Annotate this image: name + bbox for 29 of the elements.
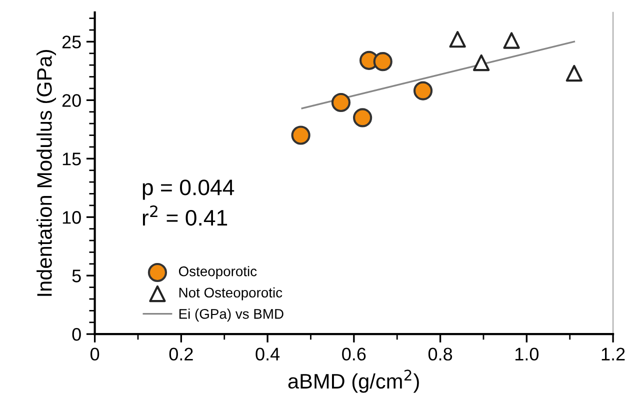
y-tick-label: 5	[72, 270, 81, 282]
x-tick-label: 1.2	[602, 348, 625, 360]
point	[449, 31, 466, 48]
annotation: r$^{2}$ = 0.41	[142, 205, 228, 226]
y-tick-label: 15	[62, 152, 81, 166]
point	[413, 81, 433, 100]
point	[373, 52, 392, 72]
y-tick-label: 0	[72, 328, 81, 341]
point	[353, 108, 372, 128]
point	[291, 126, 310, 145]
x-tick-label: 0.6	[342, 348, 366, 361]
point	[566, 64, 582, 82]
annotation: p = 0.044	[142, 180, 234, 200]
y-tick-label: 25	[62, 36, 81, 48]
x-tick-label: 0.4	[256, 348, 280, 361]
point	[331, 92, 351, 112]
legend-label: Not Osteoporotic	[179, 287, 282, 300]
y-tick-label: 20	[62, 94, 81, 107]
point	[503, 32, 520, 49]
y-axis-title: Indentation Modulus (GPa)	[36, 50, 56, 296]
legend-label: Osteoporotic	[178, 266, 257, 280]
point	[472, 54, 490, 72]
legend-label: Ei (GPa) vs BMD	[179, 308, 284, 322]
x-axis-title: aBMD (g/cm$^{2}$)	[288, 370, 419, 393]
y-tick-label: 10	[62, 211, 81, 224]
x-tick-label: 1.0	[515, 348, 539, 361]
x-tick-label: 0.8	[428, 348, 452, 361]
x-tick-label: 0	[90, 348, 100, 361]
x-tick-label: 0.2	[169, 348, 193, 361]
